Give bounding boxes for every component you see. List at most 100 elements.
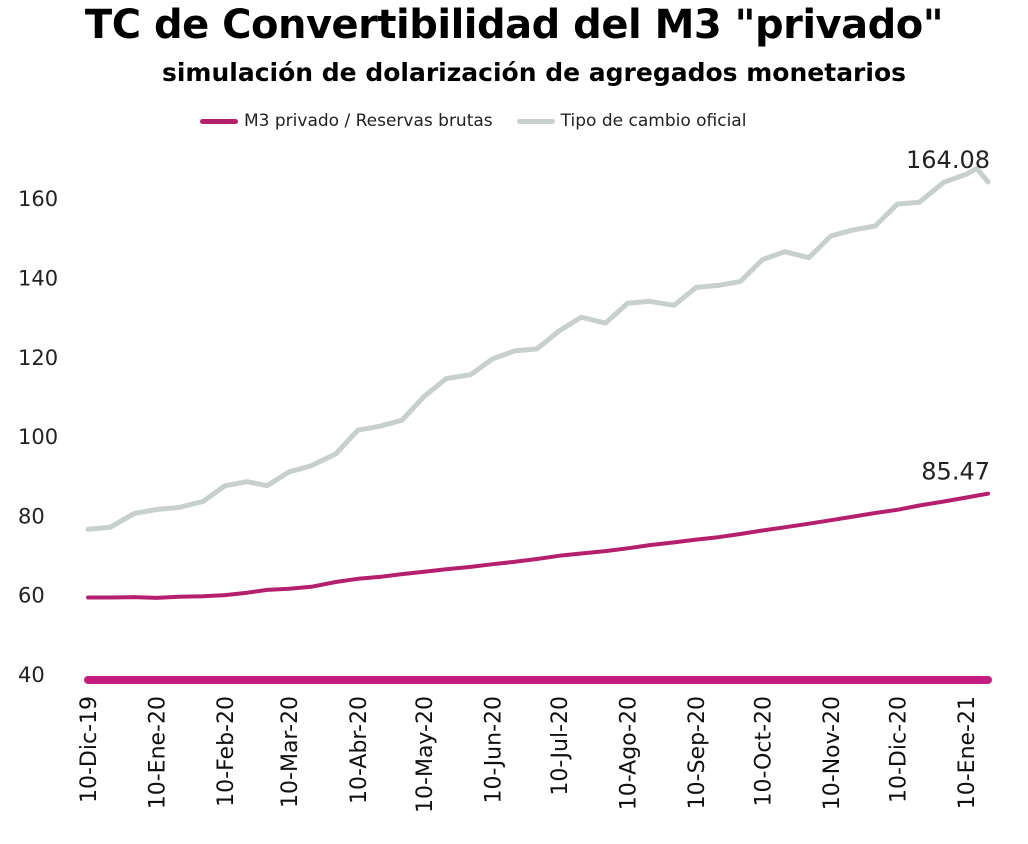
chart-title: TC de Convertibilidad del M3 "privado" [84, 2, 944, 48]
data-point-m3 [132, 595, 136, 599]
x-tick-label: 10-Oct-20 [751, 696, 776, 807]
y-tick-label: 120 [18, 346, 58, 370]
data-point-tc [265, 484, 269, 488]
series-line-tc [85, 166, 991, 532]
legend-swatch-tc [516, 118, 555, 124]
data-point-tc [672, 303, 676, 307]
data-point-m3 [245, 591, 249, 595]
data-point-m3 [444, 567, 448, 571]
x-tick-label: 10-Feb-20 [214, 696, 239, 807]
data-point-tc [356, 428, 360, 432]
data-point-tc [378, 424, 382, 428]
data-point-m3 [513, 560, 517, 564]
x-tick-label: 10-Ene-20 [146, 696, 171, 809]
data-point-tc [603, 321, 607, 325]
data-point-m3 [783, 525, 787, 529]
data-point-m3 [917, 503, 921, 507]
data-point-tc [334, 452, 338, 456]
data-point-m3 [964, 496, 968, 500]
legend-item-m3: M3 privado / Reservas brutas [200, 111, 493, 131]
data-point-m3 [265, 588, 269, 592]
x-tick-label: 10-May-20 [413, 696, 438, 813]
data-point-tc [155, 507, 159, 511]
x-tick-label: 10-Abr-20 [347, 696, 372, 804]
data-point-m3 [672, 540, 676, 544]
x-tick-label: 10-Ago-20 [617, 696, 642, 810]
data-point-m3 [895, 508, 899, 512]
data-point-m3 [356, 577, 360, 581]
data-point-tc [694, 285, 698, 289]
data-point-tc [86, 527, 90, 531]
data-point-tc [964, 172, 968, 176]
legend-label-m3: M3 privado / Reservas brutas [244, 111, 493, 131]
data-point-m3 [422, 570, 426, 574]
data-point-tc [309, 464, 313, 468]
data-point-tc [986, 180, 990, 184]
data-point-m3 [694, 538, 698, 542]
data-point-m3 [469, 565, 473, 569]
data-point-m3 [535, 557, 539, 561]
data-point-tc [400, 418, 404, 422]
y-tick-label: 160 [18, 187, 58, 211]
data-point-m3 [626, 546, 630, 550]
data-point-tc [626, 301, 630, 305]
data-point-tc [108, 525, 112, 529]
data-point-tc [201, 500, 205, 504]
data-point-m3 [738, 532, 742, 536]
legend-label-tc: Tipo de cambio oficial [560, 111, 747, 131]
data-point-tc [807, 256, 811, 260]
data-point-m3 [873, 511, 877, 515]
data-point-m3 [557, 554, 561, 558]
data-point-tc [760, 258, 764, 262]
x-tick-label: 10-Dic-20 [886, 696, 911, 803]
data-point-m3 [851, 515, 855, 519]
data-point-m3 [400, 572, 404, 576]
data-point-m3 [177, 595, 181, 599]
y-tick-label: 60 [18, 584, 45, 608]
data-point-tc [716, 283, 720, 287]
data-point-tc [975, 166, 979, 170]
x-tick-label: 10-Jun-20 [482, 696, 507, 803]
data-point-tc [648, 299, 652, 303]
data-point-m3 [201, 594, 205, 598]
data-point-m3 [309, 585, 313, 589]
data-point-tc [579, 315, 583, 319]
legend: M3 privado / Reservas brutas Tipo de cam… [200, 108, 746, 134]
data-point-m3 [760, 528, 764, 532]
data-point-tc [132, 511, 136, 515]
data-point-tc [829, 234, 833, 238]
data-point-tc [287, 470, 291, 474]
data-point-tc [783, 250, 787, 254]
data-point-tc [491, 357, 495, 361]
data-point-tc [873, 224, 877, 228]
y-tick-label: 80 [18, 504, 45, 528]
chart-subtitle: simulación de dolarización de agregados … [161, 58, 907, 87]
data-point-tc [851, 228, 855, 232]
data-point-tc [557, 329, 561, 333]
data-point-m3 [716, 535, 720, 539]
data-point-m3 [829, 518, 833, 522]
series-line-m3 [86, 491, 990, 600]
y-tick-label: 100 [18, 425, 58, 449]
data-point-tc [513, 349, 517, 353]
legend-swatch-m3 [200, 118, 238, 124]
data-point-m3 [975, 494, 979, 498]
x-tick-label: 10-Sep-20 [685, 696, 710, 809]
data-point-tc [738, 279, 742, 283]
y-tick-label: 140 [18, 267, 58, 291]
data-point-tc [245, 480, 249, 484]
data-point-m3 [378, 575, 382, 579]
end-label-tc: 164.08 [906, 146, 990, 174]
x-tick-label: 10-Jul-20 [548, 696, 573, 796]
data-point-tc [942, 180, 946, 184]
end-label-m3: 85.47 [921, 458, 990, 486]
data-point-tc [535, 347, 539, 351]
data-point-m3 [648, 543, 652, 547]
data-point-m3 [579, 551, 583, 555]
data-point-tc [917, 200, 921, 204]
data-point-m3 [942, 500, 946, 504]
x-tick-label: 10-Dic-19 [77, 696, 102, 803]
y-tick-label: 40 [18, 663, 45, 687]
x-tick-label: 10-Nov-20 [820, 696, 845, 810]
